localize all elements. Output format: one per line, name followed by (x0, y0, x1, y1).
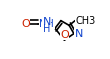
Text: N: N (43, 17, 51, 27)
Text: O: O (60, 30, 69, 40)
Text: O: O (21, 19, 30, 29)
Text: CH3: CH3 (76, 16, 96, 26)
Text: H: H (43, 24, 50, 35)
Text: N: N (74, 29, 83, 39)
Text: NH: NH (39, 19, 54, 29)
